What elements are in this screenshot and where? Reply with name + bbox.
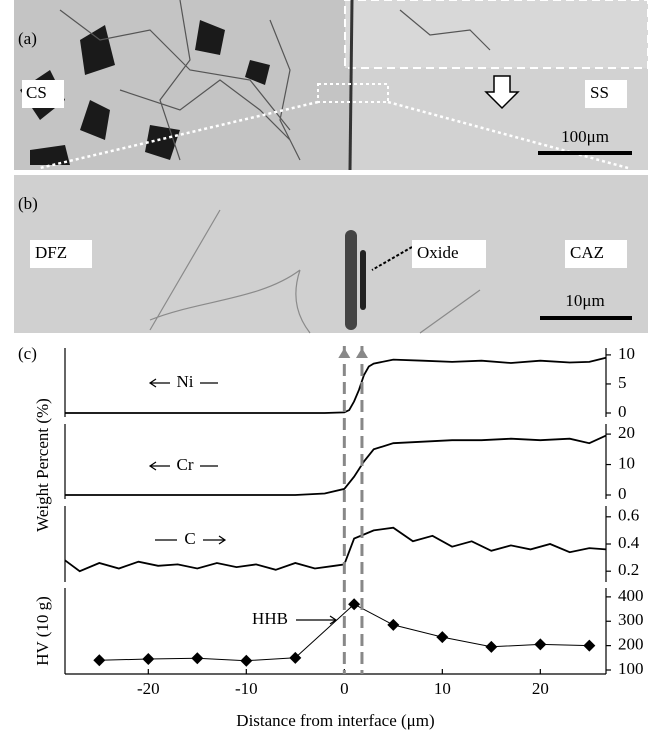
y-axis-label: HV (10 g)	[33, 596, 52, 666]
x-tick-label: 0	[340, 679, 349, 698]
x-tick-label: 20	[532, 679, 549, 698]
data-line	[65, 356, 607, 414]
data-line	[64, 526, 607, 573]
interface-arrow	[338, 348, 351, 358]
interface-arrow	[355, 348, 368, 358]
data-point	[142, 653, 155, 666]
data-point	[240, 654, 253, 667]
micrograph-b: (b) DFZ Oxide CAZ 10μm	[14, 175, 648, 334]
y-tick-label: 20	[618, 423, 635, 442]
micrograph-a: (a) CS SS 100μm	[14, 0, 649, 171]
y-axis-label: Weight Percent (%)	[33, 398, 52, 532]
legend-arrow	[148, 461, 170, 471]
scale-bar-label: 10μm	[565, 291, 604, 310]
data-line	[65, 434, 607, 496]
data-point	[93, 654, 106, 667]
panel-label: (c)	[18, 344, 37, 363]
annotation: HHB	[252, 609, 288, 628]
region-label: DFZ	[35, 243, 67, 262]
region-label: SS	[590, 83, 609, 102]
x-tick-label: -20	[137, 679, 160, 698]
data-point	[485, 640, 498, 653]
y-tick-label: 0	[618, 402, 627, 421]
data-point	[534, 638, 547, 651]
y-tick-label: 0.4	[618, 533, 640, 552]
region-label: CS	[26, 83, 47, 102]
data-point	[289, 651, 302, 664]
y-tick-label: 10	[618, 453, 635, 472]
data-point	[387, 618, 400, 631]
scale-bar-label: 100μm	[561, 127, 609, 146]
y-tick-label: 0	[618, 484, 627, 503]
y-tick-label: 5	[618, 373, 627, 392]
y-tick-label: 0.6	[618, 506, 639, 525]
y-tick-label: 200	[618, 635, 644, 654]
data-point	[191, 652, 204, 665]
annotation-arrow	[296, 615, 338, 625]
x-axis-label: Distance from interface (μm)	[236, 711, 434, 730]
legend-arrow	[148, 378, 170, 388]
y-tick-label: 100	[618, 659, 644, 678]
data-point	[348, 598, 361, 611]
data-point	[583, 639, 596, 652]
y-tick-label: 10	[618, 344, 635, 363]
legend-label: Ni	[177, 372, 194, 391]
y-tick-label: 400	[618, 586, 644, 605]
x-tick-label: 10	[434, 679, 451, 698]
panel-label: (a)	[18, 29, 37, 48]
region-label: CAZ	[570, 243, 604, 262]
legend-label: C	[184, 529, 195, 548]
region-label: Oxide	[417, 243, 459, 262]
x-tick-label: -10	[235, 679, 258, 698]
y-tick-label: 0.2	[618, 560, 639, 579]
data-point	[436, 631, 449, 644]
legend-arrow	[203, 535, 227, 545]
y-tick-label: 300	[618, 610, 644, 629]
panel-label: (b)	[18, 194, 38, 213]
legend-label: Cr	[177, 455, 194, 474]
